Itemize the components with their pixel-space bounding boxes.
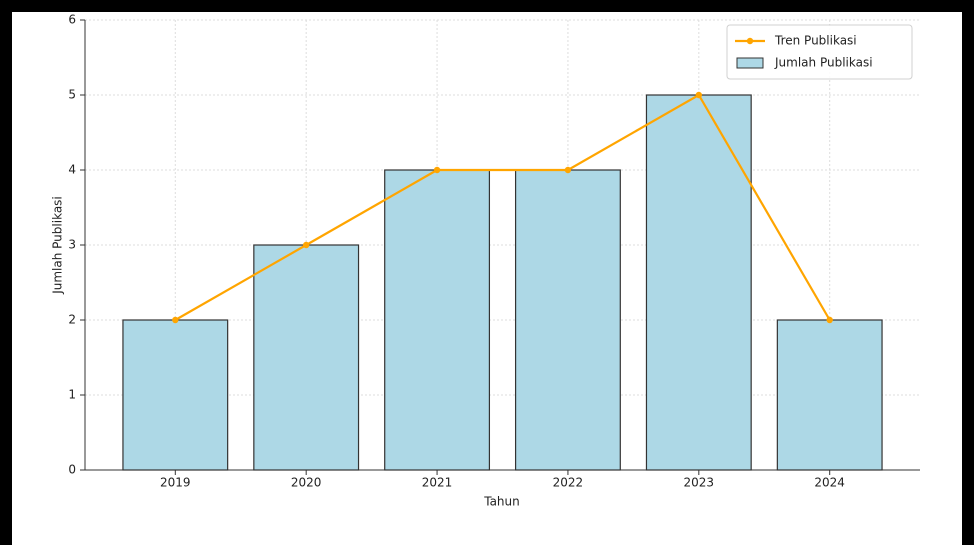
bar — [776, 319, 883, 471]
trend-line — [174, 93, 831, 321]
x-tick-label: 2022 — [553, 476, 584, 490]
y-tick-label: 2 — [68, 313, 76, 327]
trend-point — [826, 316, 833, 324]
x-tick-label: 2020 — [291, 476, 322, 490]
trend-point — [433, 166, 441, 174]
x-tick-label: 2019 — [160, 476, 191, 490]
y-tick-label: 3 — [68, 238, 76, 252]
y-tick-label: 4 — [68, 163, 76, 177]
trend-point — [302, 241, 310, 249]
y-axis-label: Jumlah Publikasi — [51, 196, 65, 295]
legend-box — [726, 24, 913, 80]
bar — [514, 169, 621, 471]
bar — [122, 319, 229, 471]
x-axis-label: Tahun — [483, 495, 520, 509]
bar — [384, 169, 491, 471]
trend-point — [564, 166, 572, 174]
y-tick-label: 1 — [68, 388, 76, 402]
x-tick-label: 2023 — [684, 476, 715, 490]
x-tick-label: 2021 — [422, 476, 453, 490]
x-tick-label: 2024 — [814, 476, 845, 490]
y-tick-label: 0 — [68, 463, 76, 477]
trend-point — [695, 91, 703, 99]
legend-marker — [746, 37, 754, 45]
trend-point — [172, 316, 179, 324]
y-tick-label: 5 — [68, 88, 76, 102]
y-tick-label: 6 — [68, 13, 76, 27]
legend-label: Jumlah Publikasi — [774, 56, 873, 70]
legend-label: Tren Publikasi — [774, 34, 857, 48]
bar — [645, 94, 752, 471]
bar — [253, 244, 360, 471]
legend-swatch — [736, 57, 764, 69]
